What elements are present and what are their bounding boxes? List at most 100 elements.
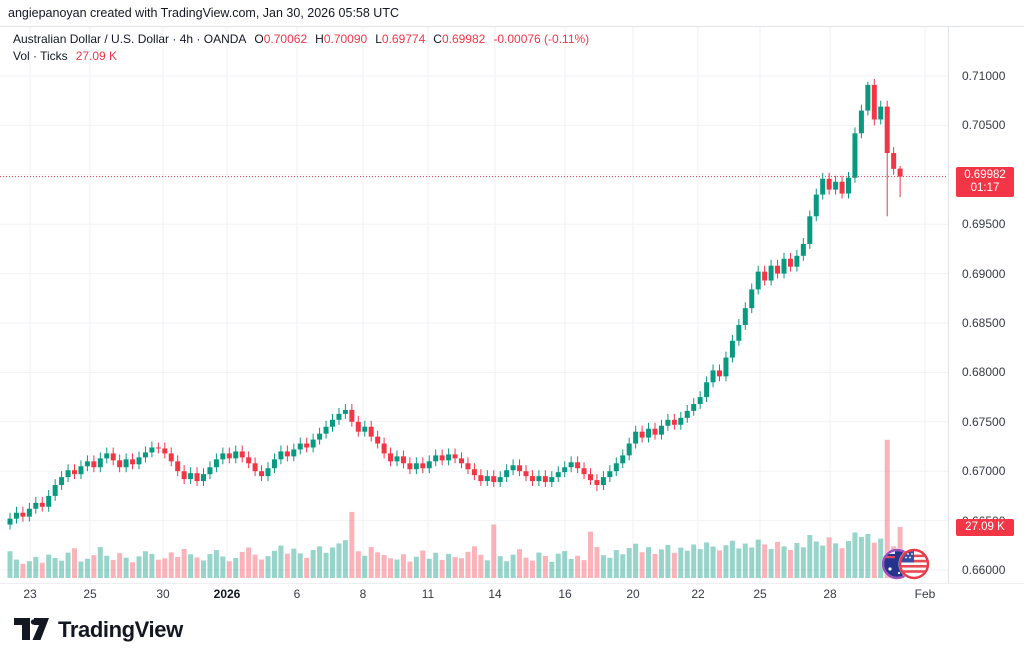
volume-bar <box>149 553 155 578</box>
candles-layer <box>7 78 903 530</box>
candle <box>33 496 39 514</box>
candle <box>878 100 884 125</box>
volume-bar <box>20 563 26 578</box>
price-axis-label: 0.67500 <box>962 414 1006 429</box>
volume-bar <box>123 557 129 578</box>
volume-bar <box>717 550 722 578</box>
volume-bar <box>504 561 510 578</box>
volume-bar <box>136 556 142 578</box>
volume-bar <box>600 555 606 578</box>
volume-bar <box>459 558 464 578</box>
candle <box>104 447 110 464</box>
candle <box>568 456 574 473</box>
volume-bar <box>317 546 323 578</box>
candle <box>717 364 722 382</box>
candle <box>26 502 32 522</box>
last-price-badge[interactable]: 0.69982 01:17 <box>956 167 1014 197</box>
candle <box>20 506 26 522</box>
volume-bar <box>691 544 697 578</box>
volume-bar <box>768 549 774 578</box>
volume-bar <box>413 556 419 578</box>
volume-bar <box>368 547 374 578</box>
volume-bar <box>846 541 851 578</box>
volume-bar <box>865 533 871 578</box>
volume-bar <box>697 549 703 578</box>
volume-bar <box>658 549 664 578</box>
bar-countdown: 01:17 <box>970 182 1000 194</box>
candle <box>59 471 65 490</box>
candle <box>413 457 419 475</box>
volume-bar <box>323 552 329 578</box>
candle <box>729 334 735 363</box>
candle <box>671 413 677 430</box>
volume-bar <box>729 540 735 578</box>
candle <box>91 455 97 473</box>
volume-bar <box>117 553 123 578</box>
candle <box>278 445 284 465</box>
volume-bar <box>388 558 394 578</box>
volume-bar <box>91 555 97 578</box>
volume-bar <box>871 542 877 578</box>
time-axis[interactable]: 23 25 30 2026 6 8 11 14 16 20 22 25 28 Feb <box>0 583 1024 606</box>
candle <box>233 445 239 464</box>
candle <box>304 437 310 453</box>
candle <box>446 448 452 466</box>
volume-bar <box>46 554 52 578</box>
volume-bar <box>7 551 13 578</box>
volume-bar <box>181 549 187 578</box>
candle <box>394 450 400 467</box>
candle <box>336 407 342 425</box>
volume-bar <box>375 552 381 578</box>
volume-bar <box>330 547 335 578</box>
tradingview-logo[interactable]: TradingView <box>14 616 183 643</box>
volume-bar <box>407 561 413 578</box>
candle <box>820 172 826 200</box>
volume-bar <box>549 561 555 578</box>
symbol-title[interactable]: Australian Dollar / U.S. Dollar · 4h · O… <box>13 32 247 46</box>
low-value: L 0.69774 <box>375 32 426 46</box>
volume-bar <box>800 547 806 578</box>
volume-bar <box>246 547 252 578</box>
volume-bar <box>794 542 800 578</box>
volume-label[interactable]: Vol · Ticks <box>13 49 68 63</box>
volume-bar <box>510 554 516 578</box>
volume-bar <box>484 560 490 578</box>
price-axis[interactable]: 0.660000.665000.670000.675000.680000.685… <box>948 27 1024 583</box>
candle <box>497 471 503 488</box>
volume-bar <box>529 560 535 578</box>
candle <box>459 452 464 469</box>
volume-bar <box>755 539 761 578</box>
legend-volume-row: Vol · Ticks 27.09 K <box>13 48 589 65</box>
candle <box>562 461 568 478</box>
price-axis-label: 0.71000 <box>962 69 1006 83</box>
candle <box>781 252 787 279</box>
volume-badge[interactable]: 27.09 K <box>956 519 1014 536</box>
volume-bar <box>310 549 316 578</box>
candle <box>775 259 781 279</box>
candle <box>691 398 697 416</box>
candle <box>504 464 510 483</box>
volume-bar <box>884 439 890 578</box>
volume-bar <box>646 547 652 578</box>
volume-bar <box>381 555 387 578</box>
volume-bar <box>620 554 626 578</box>
volume-bar <box>781 546 787 578</box>
candle <box>420 457 426 474</box>
time-axis-label: 8 <box>359 587 367 601</box>
volume-bar <box>362 555 368 578</box>
volume-bar <box>523 557 529 578</box>
candle <box>529 470 535 487</box>
candle <box>542 470 548 488</box>
volume-bar <box>168 552 174 578</box>
candle <box>846 171 851 199</box>
chart-pane[interactable]: Australian Dollar / U.S. Dollar · 4h · O… <box>0 27 948 583</box>
candle <box>181 465 187 485</box>
volume-bar <box>439 559 445 578</box>
candle <box>271 453 277 474</box>
volume-bar <box>278 545 284 578</box>
volume-bar <box>633 543 639 578</box>
candlestick-chart[interactable] <box>0 27 948 583</box>
candle <box>787 252 793 272</box>
candle <box>723 351 729 382</box>
candle <box>213 453 219 473</box>
